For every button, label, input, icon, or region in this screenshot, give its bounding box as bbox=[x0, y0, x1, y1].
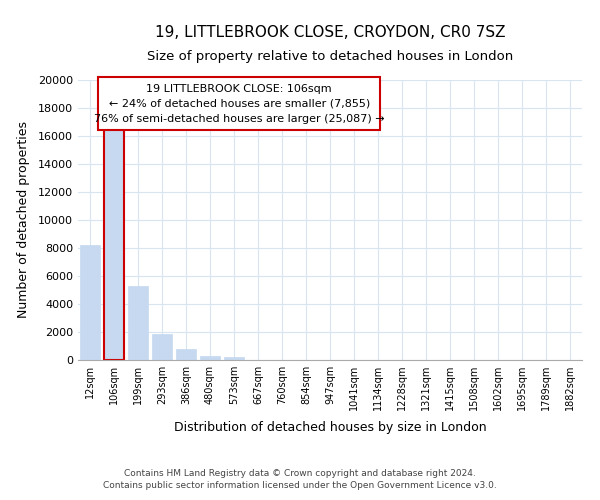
Bar bbox=[104, 128, 124, 360]
FancyBboxPatch shape bbox=[98, 77, 380, 130]
Text: 76% of semi-detached houses are larger (25,087) →: 76% of semi-detached houses are larger (… bbox=[94, 114, 385, 124]
Text: Contains HM Land Registry data © Crown copyright and database right 2024.: Contains HM Land Registry data © Crown c… bbox=[124, 468, 476, 477]
Text: 19 LITTLEBROOK CLOSE: 106sqm: 19 LITTLEBROOK CLOSE: 106sqm bbox=[146, 84, 332, 94]
Bar bbox=[128, 286, 148, 360]
Bar bbox=[224, 357, 244, 360]
Bar bbox=[176, 349, 196, 360]
Bar bbox=[152, 334, 172, 360]
Y-axis label: Number of detached properties: Number of detached properties bbox=[17, 122, 29, 318]
Text: ← 24% of detached houses are smaller (7,855): ← 24% of detached houses are smaller (7,… bbox=[109, 99, 370, 109]
Text: 19, LITTLEBROOK CLOSE, CROYDON, CR0 7SZ: 19, LITTLEBROOK CLOSE, CROYDON, CR0 7SZ bbox=[155, 25, 505, 40]
Text: Size of property relative to detached houses in London: Size of property relative to detached ho… bbox=[147, 50, 513, 63]
X-axis label: Distribution of detached houses by size in London: Distribution of detached houses by size … bbox=[173, 422, 487, 434]
Bar bbox=[200, 356, 220, 360]
Text: Contains public sector information licensed under the Open Government Licence v3: Contains public sector information licen… bbox=[103, 481, 497, 490]
Bar bbox=[80, 245, 100, 360]
